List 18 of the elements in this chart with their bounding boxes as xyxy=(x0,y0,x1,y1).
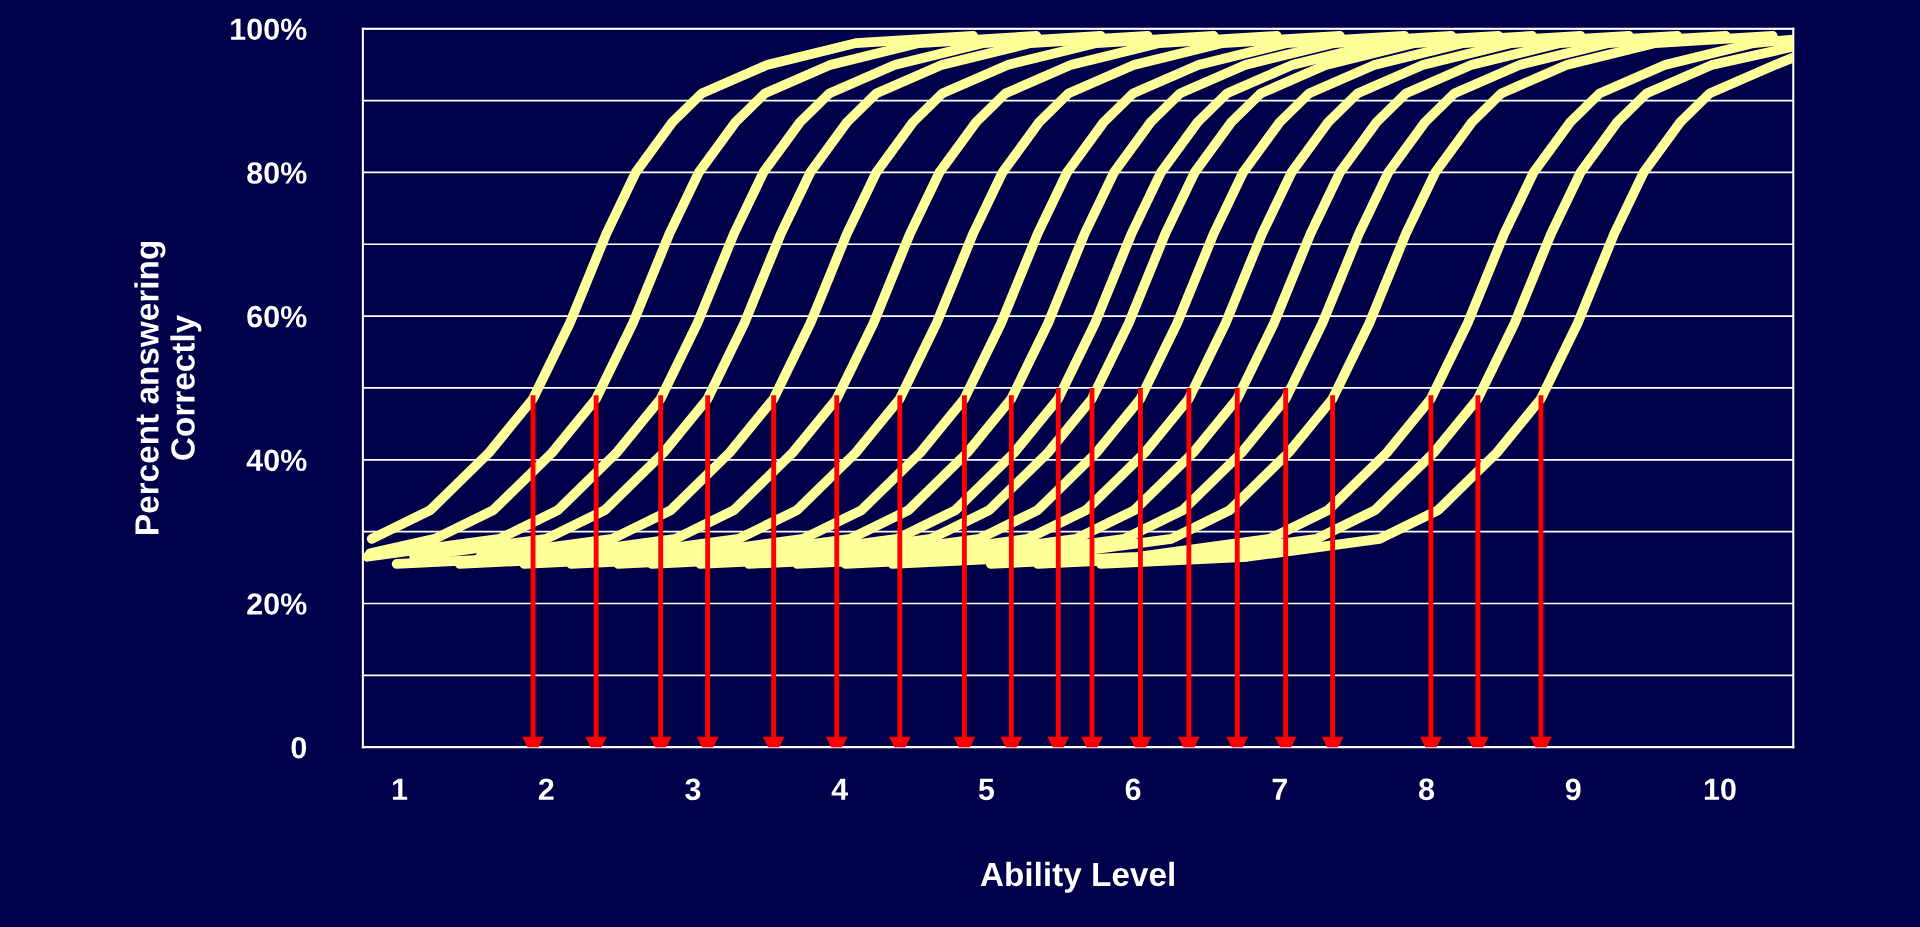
x-tick-label: 7 xyxy=(1272,778,1287,800)
x-tick-label: 2 xyxy=(538,778,554,800)
y-tick-label: 100% xyxy=(231,18,307,41)
x-tick-label: 8 xyxy=(1418,778,1435,801)
x-tick-label: 10 xyxy=(1704,778,1736,801)
y-tick-label: 40% xyxy=(246,449,307,472)
y-tick-label: 60% xyxy=(247,305,307,328)
x-tick-label: 1 xyxy=(392,778,408,800)
y-tick-label: 80% xyxy=(247,162,307,184)
x-tick-label: 3 xyxy=(685,778,701,801)
y-tick-label: 20% xyxy=(247,593,307,615)
x-tick-label: 9 xyxy=(1565,778,1581,801)
x-tick-label: 6 xyxy=(1125,778,1141,801)
x-tick-label: 4 xyxy=(831,778,849,800)
y-axis-title: Percent answering Correctly xyxy=(134,241,202,534)
y-tick-label: 0 xyxy=(291,736,307,759)
x-tick-label: 5 xyxy=(978,778,995,801)
x-axis-title: Ability Level xyxy=(980,861,1174,893)
